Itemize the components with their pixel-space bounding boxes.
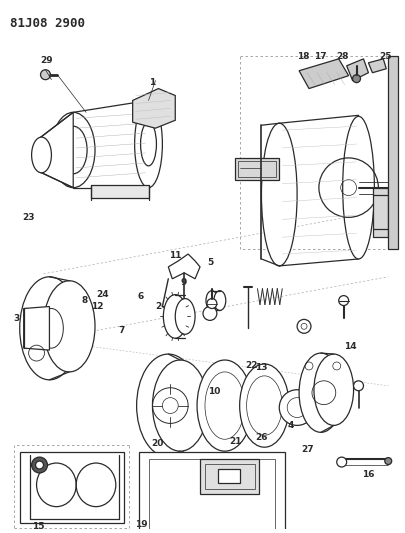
Bar [234, 158, 279, 180]
Circle shape [32, 457, 47, 473]
Ellipse shape [314, 354, 354, 425]
Text: 6: 6 [137, 292, 144, 301]
Bar [139, 452, 285, 533]
Text: 18: 18 [297, 52, 309, 61]
Bar [149, 459, 275, 532]
Text: 24: 24 [97, 290, 109, 299]
Text: 22: 22 [245, 361, 258, 370]
Text: 17: 17 [313, 52, 326, 61]
Polygon shape [23, 306, 49, 350]
Ellipse shape [134, 100, 162, 188]
Ellipse shape [343, 116, 374, 259]
Circle shape [36, 461, 43, 469]
Text: 8: 8 [82, 296, 88, 305]
Ellipse shape [214, 290, 226, 311]
Text: 10: 10 [208, 387, 220, 396]
Text: 5: 5 [207, 259, 213, 268]
Text: 9: 9 [181, 278, 188, 287]
Circle shape [339, 296, 349, 305]
Circle shape [203, 306, 217, 320]
Circle shape [353, 75, 360, 83]
Polygon shape [91, 184, 149, 198]
Text: 28: 28 [337, 52, 349, 61]
Text: 14: 14 [344, 342, 357, 351]
Ellipse shape [152, 360, 208, 451]
Text: 3: 3 [14, 314, 20, 323]
Text: 25: 25 [379, 52, 392, 61]
Text: 4: 4 [288, 421, 294, 430]
Polygon shape [299, 59, 349, 88]
Ellipse shape [197, 360, 253, 451]
Bar [373, 188, 388, 237]
Polygon shape [133, 88, 175, 128]
Ellipse shape [20, 277, 79, 380]
Ellipse shape [136, 354, 200, 457]
Bar [205, 464, 254, 489]
Text: 16: 16 [362, 471, 375, 480]
Ellipse shape [43, 281, 95, 372]
Bar [20, 452, 124, 523]
Text: 13: 13 [255, 364, 268, 373]
Text: 27: 27 [302, 445, 314, 454]
Text: 11: 11 [169, 251, 181, 260]
Text: 15: 15 [32, 522, 45, 531]
Ellipse shape [163, 295, 187, 338]
Ellipse shape [262, 123, 297, 266]
Text: 23: 23 [22, 213, 35, 222]
Ellipse shape [240, 364, 289, 447]
Ellipse shape [32, 137, 51, 173]
Circle shape [337, 457, 347, 467]
Text: 12: 12 [91, 302, 103, 311]
Text: 29: 29 [40, 56, 53, 66]
Text: 21: 21 [230, 437, 242, 446]
Ellipse shape [51, 112, 95, 188]
Bar [238, 161, 276, 177]
Bar [388, 56, 398, 249]
Circle shape [279, 390, 315, 425]
Circle shape [207, 298, 217, 309]
Ellipse shape [299, 353, 343, 432]
Ellipse shape [175, 298, 195, 334]
Polygon shape [369, 59, 386, 72]
Ellipse shape [206, 290, 218, 311]
Text: 1: 1 [149, 78, 156, 87]
Text: 81J08 2900: 81J08 2900 [10, 17, 85, 30]
Circle shape [297, 319, 311, 333]
Bar [200, 459, 260, 494]
Text: 7: 7 [119, 326, 125, 335]
Circle shape [354, 381, 363, 391]
Circle shape [385, 458, 392, 465]
Text: 19: 19 [135, 520, 148, 529]
Text: 20: 20 [151, 439, 164, 448]
Polygon shape [40, 112, 73, 188]
Text: 26: 26 [255, 433, 268, 442]
Circle shape [40, 70, 51, 79]
Polygon shape [347, 59, 369, 80]
Bar [218, 469, 240, 483]
Text: 2: 2 [155, 302, 162, 311]
